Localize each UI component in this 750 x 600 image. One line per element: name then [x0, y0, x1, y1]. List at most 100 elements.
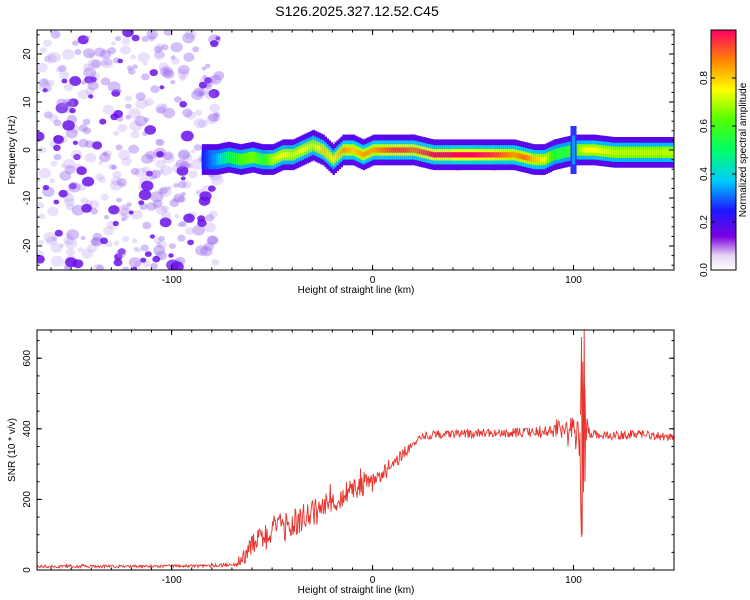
ridge-cell [557, 151, 561, 157]
ridge-cell [288, 152, 291, 158]
noise-dot [152, 255, 161, 263]
noise-dot [206, 114, 218, 125]
ridge-cell [617, 149, 621, 156]
spectrogram-marks [37, 30, 674, 270]
ridge-cell [229, 155, 233, 161]
noise-dot [203, 222, 216, 233]
ridge-cell [549, 154, 552, 160]
ridge-cell [613, 149, 617, 156]
ridge-cell [298, 149, 301, 155]
ridge-cell [670, 149, 673, 156]
noise-dot [137, 52, 150, 63]
noise-dot [204, 90, 216, 100]
ridge-cell [235, 156, 239, 162]
x-tick-label: 100 [565, 575, 582, 586]
ridge-cell [262, 157, 265, 163]
noise-dot [42, 185, 50, 191]
noise-dot [188, 170, 198, 179]
noise-dot [82, 63, 92, 71]
ridge-cell [310, 143, 313, 149]
noise-dot [113, 258, 123, 267]
noise-dot [55, 67, 63, 73]
ridge-cell [256, 155, 259, 161]
ridge-cell [505, 152, 508, 158]
colorbar-frame [710, 29, 737, 271]
noise-dot [201, 66, 207, 71]
noise-dot [122, 30, 134, 38]
ridge-cell [201, 157, 205, 163]
noise-dot [150, 85, 160, 93]
ridge-cell [567, 148, 571, 155]
ridge-cell [657, 149, 661, 156]
y-tick-label: 600 [22, 349, 33, 366]
noise-dot [73, 153, 81, 161]
ridge-cell [609, 149, 613, 155]
noise-dot [80, 197, 89, 205]
ridge-cell [332, 157, 335, 163]
ridge-cell [326, 151, 329, 157]
ridge-cell [434, 152, 438, 158]
noise-dot [69, 76, 82, 86]
noise-dot [209, 103, 220, 113]
snr-panel: -100 0 100 0 200 400 600 Height of straight li… [7, 329, 675, 596]
ridge-cell [517, 153, 520, 159]
ridge-cell [535, 157, 538, 163]
noise-dot [142, 221, 152, 230]
snr-spike [580, 330, 587, 535]
noise-dot [198, 91, 205, 97]
noise-dot [126, 202, 132, 207]
noise-dot [182, 108, 193, 118]
noise-dot [160, 165, 173, 176]
ridge-cell [316, 144, 319, 150]
noise-dot [88, 81, 94, 86]
ridge-cell [356, 149, 360, 155]
snr-line [37, 386, 674, 569]
y-tick-label: 20 [22, 48, 33, 60]
ridge-cell [635, 149, 639, 156]
noise-dot [66, 229, 80, 240]
noise-dot [50, 160, 58, 167]
noise-dot [172, 198, 178, 203]
ridge-cell [410, 147, 414, 153]
ridge-cell [553, 152, 556, 158]
noise-dot [176, 166, 189, 176]
noise-dot [163, 30, 173, 36]
chart-title: S126.2025.327.12.52.C45 [275, 3, 439, 19]
ridge-cell [653, 149, 657, 156]
noise-dot [180, 221, 188, 228]
ridge-cell [539, 157, 542, 163]
ridge-cell [651, 149, 655, 156]
colorbar-gradient [711, 30, 736, 270]
ridge-cell [308, 144, 311, 150]
noise-dot [66, 248, 75, 256]
ridge-cell [240, 157, 243, 163]
noise-dot [78, 138, 89, 148]
noise-dot [116, 248, 127, 258]
ridge-cell [531, 156, 534, 162]
noise-dot [115, 144, 123, 151]
noise-dot [53, 153, 62, 161]
ridge-cell [507, 152, 510, 158]
ridge-cell [601, 148, 605, 154]
noise-dot [159, 85, 165, 90]
noise-dot [87, 58, 100, 69]
noise-dot [158, 236, 165, 242]
noise-dot [117, 205, 130, 216]
noise-dot [81, 203, 92, 213]
ridge-cell [666, 149, 669, 156]
noise-dot [121, 37, 131, 45]
noise-dot [63, 82, 74, 91]
y-tick-label: 400 [22, 420, 33, 437]
noise-dot [56, 98, 67, 107]
ridge-cell [633, 149, 637, 156]
ridge-cell [292, 152, 295, 158]
ridge-cell [525, 155, 528, 161]
noise-dot [164, 186, 170, 191]
colorbar-ticks: 0.0 0.2 0.4 0.6 0.8 [699, 71, 736, 277]
noise-dot [162, 69, 175, 79]
noise-dot [155, 43, 164, 51]
noise-dot [195, 190, 201, 195]
noise-dot [175, 159, 187, 169]
ridge-cell [364, 151, 368, 157]
noise-dot [81, 248, 94, 259]
